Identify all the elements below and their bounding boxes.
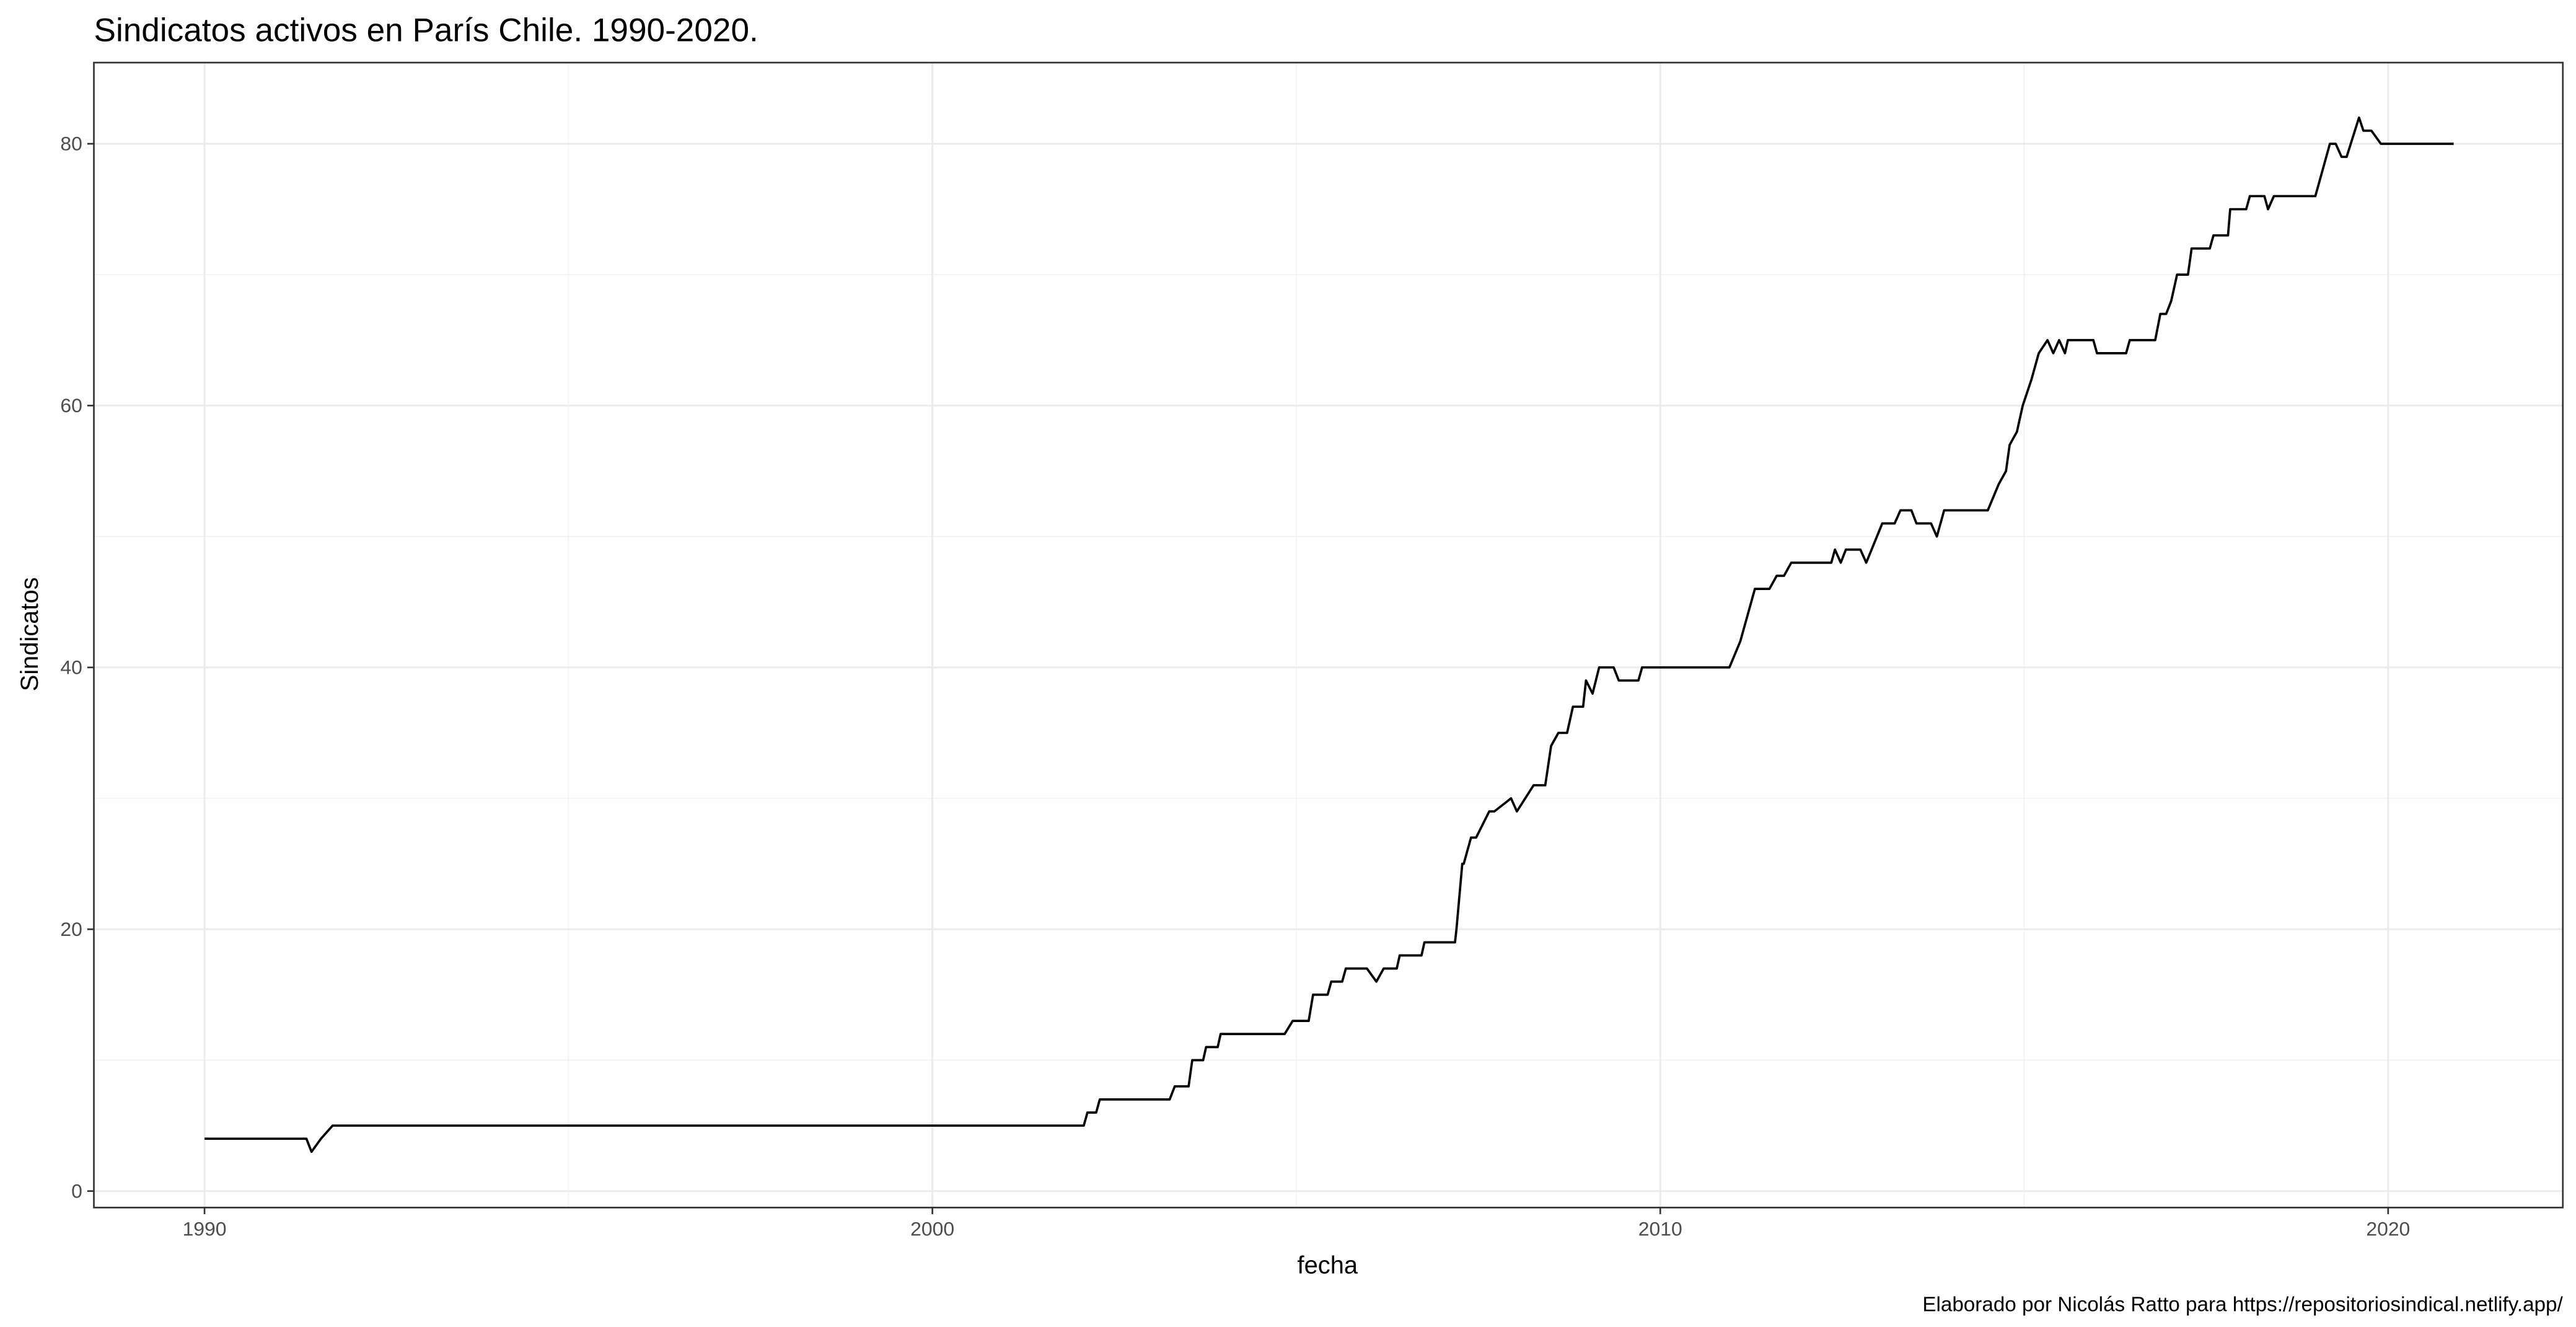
x-tick-label: 2000 [910,1217,954,1240]
y-tick-label: 60 [60,394,82,417]
y-tick-label: 80 [60,133,82,155]
data-line [204,116,2454,1153]
plot-border [93,61,2564,1209]
y-tick-label: 20 [60,918,82,940]
grid: 0 20 40 60 80 1990 2000 2010 2020 [60,63,2563,1240]
chart-title: Sindicatos activos en París Chile. 1990-… [94,12,758,48]
x-tick-label: 2020 [2366,1217,2410,1240]
x-axis-label: fecha [1298,1252,1358,1279]
marks [204,116,2454,1153]
y-tick-label: 0 [71,1179,82,1202]
y-tick-label: 40 [60,656,82,678]
x-tick-label: 1990 [183,1217,227,1240]
x-tick-label: 2010 [1638,1217,1682,1240]
caption: Elaborado por Nicolás Ratto para https:/… [1922,1294,2563,1316]
y-axis-label: Sindicatos [16,577,43,691]
